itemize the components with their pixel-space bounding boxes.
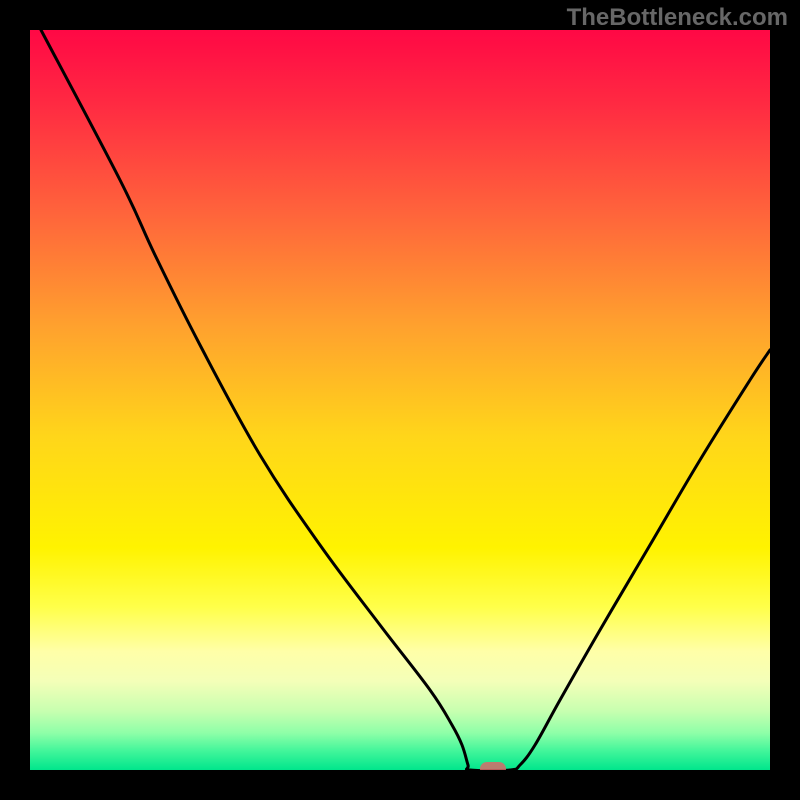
watermark-text: TheBottleneck.com [567,4,788,32]
gradient-background [0,0,800,800]
bottleneck-chart: TheBottleneck.com [0,0,800,800]
